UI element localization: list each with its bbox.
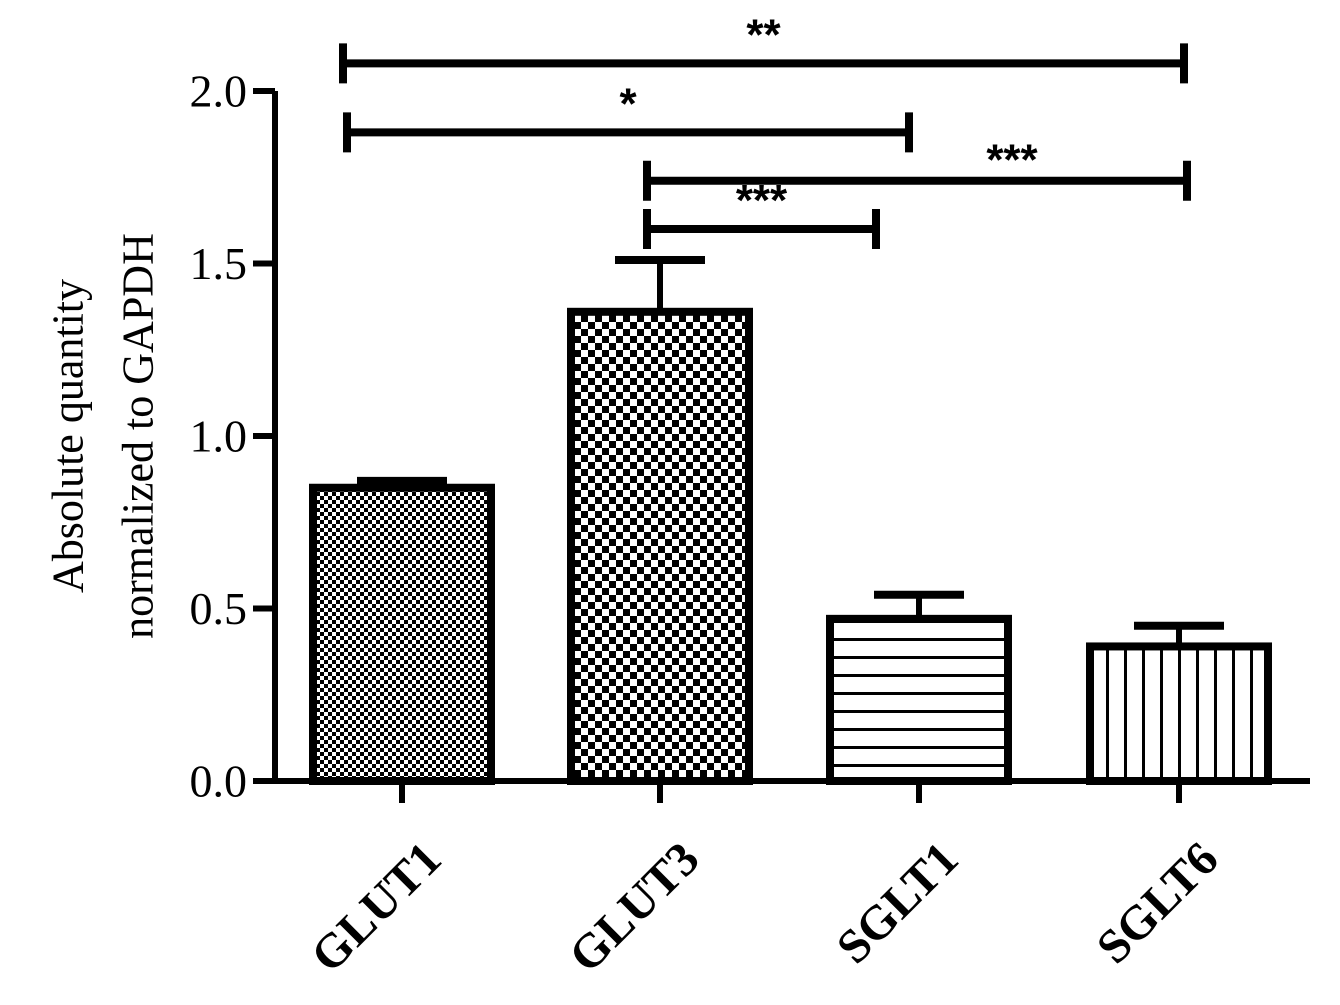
y-tick-label: 0.0 xyxy=(190,756,248,807)
y-tick-label: 1.5 xyxy=(190,238,248,289)
y-axis-label-line-1: Absolute quantity xyxy=(44,279,93,593)
significance-bracket-glut3-sglt6-label: *** xyxy=(986,136,1038,185)
bar-sglt6 xyxy=(1086,642,1272,786)
y-tick-label: 0.5 xyxy=(190,583,248,634)
bar-sglt1 xyxy=(826,614,1012,785)
y-axis-label: Absolute quantity normalized to GAPDH xyxy=(44,233,163,639)
x-tick-label-glut3: GLUT3 xyxy=(559,832,710,983)
y-tick-label: 2.0 xyxy=(190,66,248,117)
x-tick-label-glut1: GLUT1 xyxy=(301,832,452,983)
y-tick-label: 1.0 xyxy=(190,411,248,462)
significance-bracket-glut3-sglt1-label: *** xyxy=(736,176,788,225)
bars xyxy=(309,256,1272,786)
bar-glut3 xyxy=(567,307,753,785)
significance-bracket-glut1-sglt1-label: * xyxy=(619,79,637,128)
axes xyxy=(253,88,1310,803)
significance-brackets: ********* xyxy=(339,10,1191,249)
y-axis-label-line-2: normalized to GAPDH xyxy=(114,233,163,639)
bar-glut1 xyxy=(309,483,495,785)
x-tick-label-sglt1: SGLT1 xyxy=(827,832,969,974)
x-tick-label-sglt6: SGLT6 xyxy=(1087,832,1229,974)
significance-bracket-glut1-sglt6-label: ** xyxy=(746,10,781,59)
